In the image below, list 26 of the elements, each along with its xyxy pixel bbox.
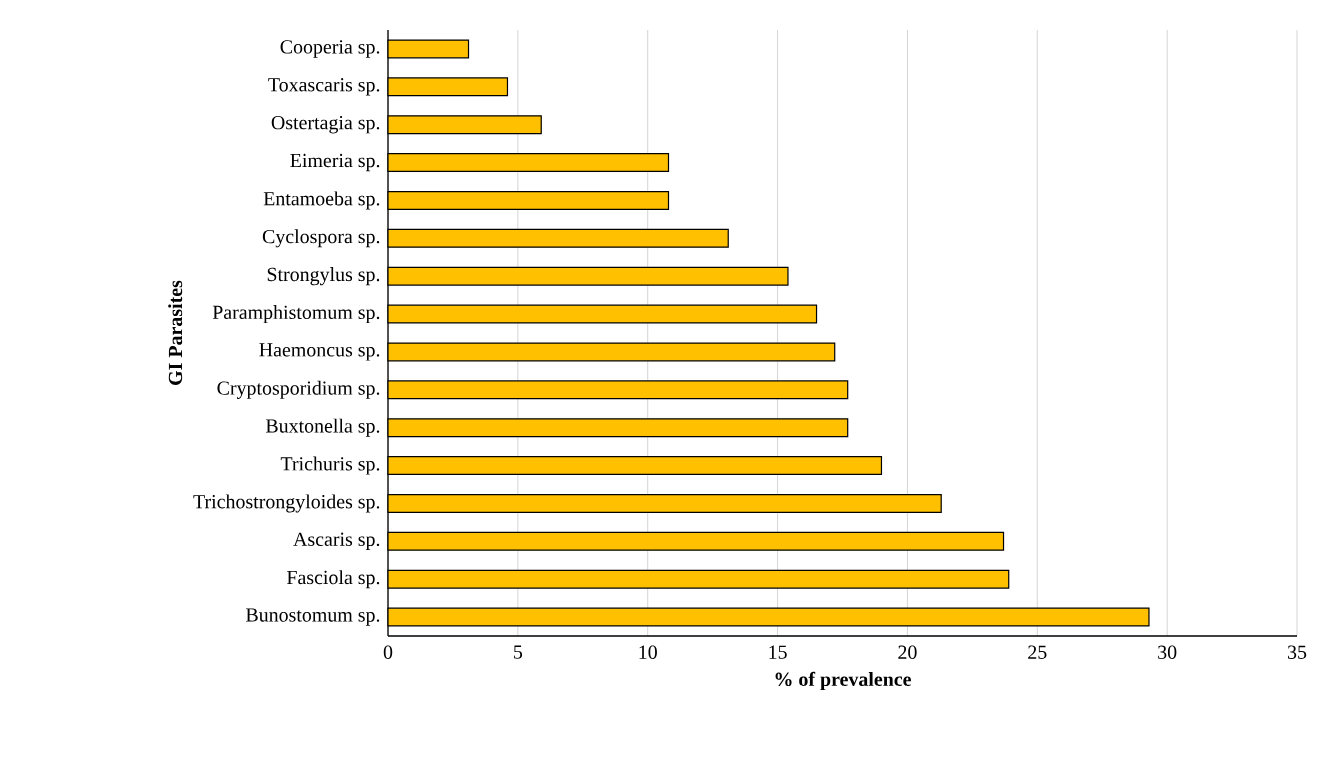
y-tick-label: Bunostomum sp. — [245, 608, 380, 626]
x-tick-label: 30 — [1158, 645, 1177, 659]
y-tick-label: Cyclospora sp. — [262, 229, 380, 248]
x-tick-label: 10 — [639, 645, 657, 659]
x-tick-label: 20 — [898, 645, 917, 659]
y-tick-label: Cooperia sp. — [280, 40, 380, 58]
y-axis-title: GI Parasites — [168, 280, 183, 385]
y-tick-label: Toxascaris sp. — [268, 78, 380, 96]
y-tick-label: Ostertagia sp. — [271, 115, 380, 134]
x-tick-label: 5 — [514, 645, 523, 659]
x-tick-label: 35 — [1288, 645, 1307, 659]
y-tick-label: Buxtonella sp. — [265, 418, 380, 437]
y-tick-label: Entamoeba sp. — [263, 191, 380, 210]
y-tick-label: Trichuris sp. — [280, 456, 380, 475]
y-tick-label: Paramphistomum sp. — [212, 305, 380, 324]
y-tick-label: Trichostrongyloides sp. — [193, 494, 380, 513]
y-tick-label: Fasciola sp. — [286, 570, 380, 589]
x-axis-title: % of prevalence — [775, 671, 911, 691]
y-tick-label: Cryptosporidium sp. — [217, 380, 380, 399]
y-tick-label: Strongylus sp. — [267, 267, 380, 286]
x-tick-label: 0 — [383, 645, 393, 659]
y-tick-label: Ascaris sp. — [293, 532, 380, 551]
x-tick-label: 25 — [1028, 645, 1047, 659]
y-tick-label: Haemoncus sp. — [259, 343, 380, 361]
y-tick-label: Eimeria sp. — [290, 153, 380, 172]
x-tick-label: 15 — [769, 645, 787, 659]
